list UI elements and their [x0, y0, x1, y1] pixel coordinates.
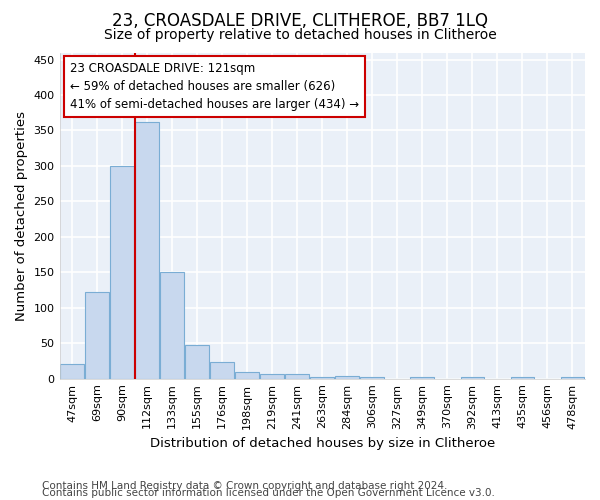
Bar: [461, 376, 484, 378]
Text: Size of property relative to detached houses in Clitheroe: Size of property relative to detached ho…: [104, 28, 496, 42]
Bar: [235, 372, 259, 378]
Bar: [85, 292, 109, 378]
Bar: [260, 374, 284, 378]
Bar: [160, 272, 184, 378]
Bar: [210, 362, 234, 378]
Bar: [135, 122, 159, 378]
Bar: [60, 364, 84, 378]
Bar: [286, 374, 309, 378]
Text: Contains public sector information licensed under the Open Government Licence v3: Contains public sector information licen…: [42, 488, 495, 498]
Bar: [335, 376, 359, 378]
Text: 23, CROASDALE DRIVE, CLITHEROE, BB7 1LQ: 23, CROASDALE DRIVE, CLITHEROE, BB7 1LQ: [112, 12, 488, 30]
Text: Contains HM Land Registry data © Crown copyright and database right 2024.: Contains HM Land Registry data © Crown c…: [42, 481, 448, 491]
Bar: [511, 376, 535, 378]
Bar: [110, 166, 134, 378]
Bar: [410, 376, 434, 378]
Y-axis label: Number of detached properties: Number of detached properties: [15, 110, 28, 320]
Text: 23 CROASDALE DRIVE: 121sqm
← 59% of detached houses are smaller (626)
41% of sem: 23 CROASDALE DRIVE: 121sqm ← 59% of deta…: [70, 62, 359, 112]
Bar: [185, 346, 209, 378]
X-axis label: Distribution of detached houses by size in Clitheroe: Distribution of detached houses by size …: [149, 437, 495, 450]
Bar: [560, 376, 584, 378]
